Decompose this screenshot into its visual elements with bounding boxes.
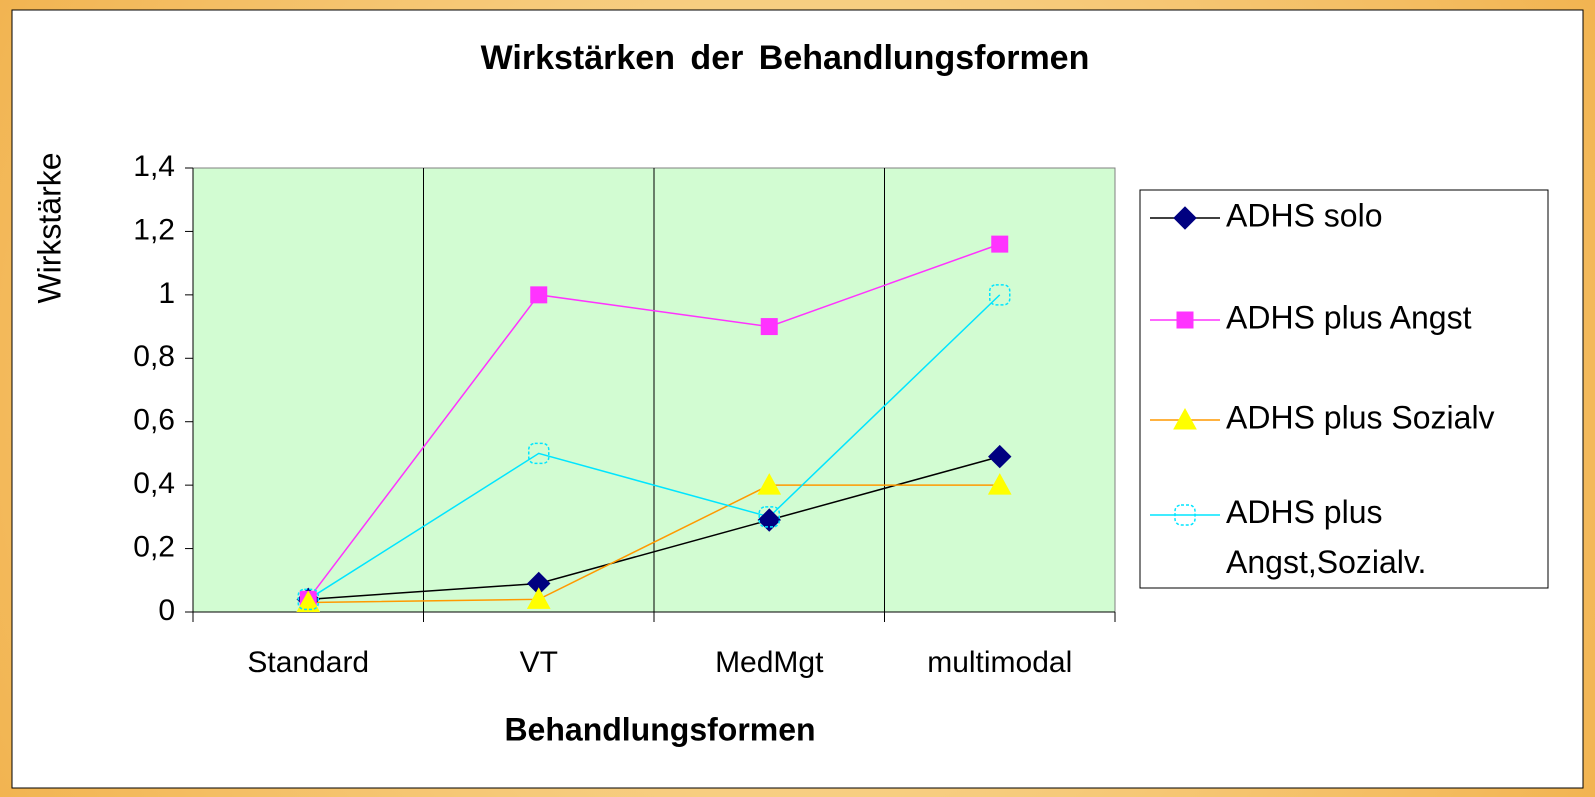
legend-marker [1173, 206, 1197, 230]
legend-box [1139, 189, 1549, 589]
marker [296, 590, 321, 612]
x-tick-label: MedMgt [715, 646, 824, 679]
y-tick-label: 0,4 [133, 467, 175, 500]
y-tick-label: 0,6 [133, 404, 175, 437]
x-tick-label: Standard [247, 646, 369, 679]
y-tick-label: 0,2 [133, 530, 175, 563]
legend-label: ADHS plus Angst,Sozialv. [1226, 494, 1426, 580]
marker [760, 318, 778, 336]
marker [297, 588, 319, 611]
marker [757, 508, 781, 532]
y-tick-label: 1 [158, 277, 175, 310]
y-axis-label: Wirkstärke [31, 152, 67, 303]
marker [989, 284, 1011, 306]
series-line [307, 243, 1001, 600]
marker [991, 235, 1009, 253]
legend-marker [1173, 407, 1197, 430]
marker [988, 444, 1012, 469]
marker [987, 473, 1012, 495]
x-tick-label: VT [520, 646, 558, 679]
marker [530, 286, 548, 304]
y-tick-label: 1,4 [133, 150, 175, 183]
legend-marker [1176, 311, 1194, 329]
chart-title: Wirkstärken der Behandlungsformen [481, 39, 1090, 77]
y-tick-label: 0,8 [133, 340, 175, 373]
x-tick-label: multimodal [927, 646, 1072, 679]
legend-label: ADHS plus Angst [1226, 299, 1472, 335]
series-line [307, 294, 1001, 600]
x-axis-label: Behandlungsformen [504, 711, 815, 747]
legend-marker [1174, 504, 1196, 526]
legend-label: ADHS solo [1226, 197, 1383, 233]
legend-label-line: ADHS plus [1226, 494, 1383, 530]
series-line [308, 484, 1000, 604]
marker [757, 473, 782, 495]
y-tick-label: 1,2 [133, 213, 175, 246]
marker [758, 506, 780, 528]
legend-label: ADHS plus Sozialv [1226, 399, 1495, 435]
legend-label-line: Angst,Sozialv. [1226, 544, 1426, 580]
marker [528, 442, 550, 465]
y-tick-label: 0 [158, 594, 175, 627]
marker [526, 587, 551, 609]
series-line [308, 455, 1000, 601]
